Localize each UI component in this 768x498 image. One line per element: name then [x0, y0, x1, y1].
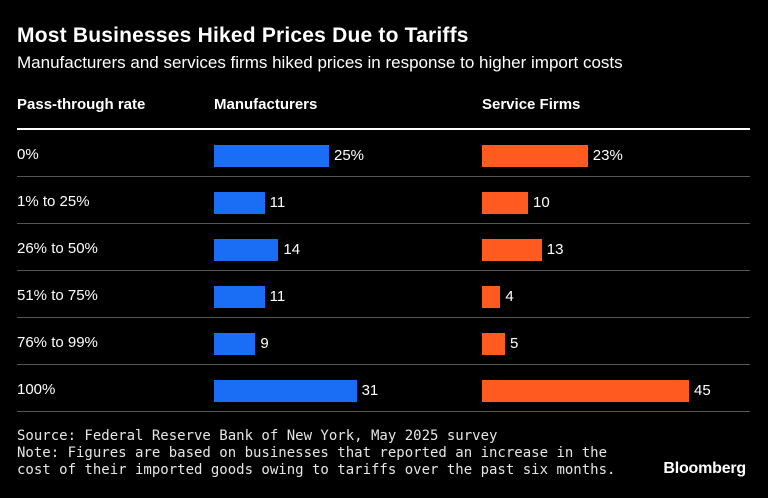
row-label: 26% to 50% [17, 240, 98, 257]
data-label-manufacturers: 11 [269, 288, 286, 305]
table-row: 1% to 25% 11 10 [0, 177, 768, 224]
row-label: 0% [17, 146, 39, 163]
data-label-service-firms: 10 [533, 194, 550, 211]
column-header-manufacturers: Manufacturers [214, 96, 318, 113]
table-row: 0% 25% 23% [0, 130, 768, 177]
row-label: 1% to 25% [17, 193, 90, 210]
data-label-manufacturers: 11 [269, 194, 286, 211]
data-label-manufacturers: 31 [361, 382, 379, 399]
bar-manufacturers [214, 286, 265, 308]
bar-manufacturers [214, 239, 279, 261]
row-divider [17, 176, 750, 177]
data-label-service-firms: 4 [505, 288, 514, 305]
chart-title: Most Businesses Hiked Prices Due to Tari… [17, 24, 469, 47]
row-divider [17, 270, 750, 271]
row-divider [17, 223, 750, 224]
table-row: 76% to 99% 9 5 [0, 318, 768, 365]
bar-service-firms [482, 286, 501, 308]
chart-footer: Source: Federal Reserve Bank of New York… [17, 428, 615, 479]
header-rule [17, 128, 750, 130]
bar-service-firms [482, 239, 542, 261]
data-label-service-firms: 23% [592, 147, 623, 164]
column-header-pass-through-rate: Pass-through rate [17, 96, 146, 113]
bar-service-firms [482, 192, 528, 214]
row-divider [17, 364, 750, 365]
bar-service-firms [482, 380, 689, 402]
row-divider [17, 317, 750, 318]
footnote-line-2: cost of their imported goods owing to ta… [17, 462, 616, 478]
column-header-service-firms: Service Firms [482, 96, 581, 113]
row-label: 100% [17, 381, 56, 398]
table-row: 26% to 50% 14 13 [0, 224, 768, 271]
table-row: 100% 31 45 [0, 365, 768, 412]
row-label: 51% to 75% [17, 287, 98, 304]
row-divider [17, 411, 750, 412]
bar-manufacturers [214, 333, 256, 355]
data-label-manufacturers: 14 [283, 241, 301, 258]
chart-subtitle: Manufacturers and services firms hiked p… [17, 53, 623, 72]
data-label-manufacturers: 9 [260, 335, 269, 352]
data-label-manufacturers: 25% [334, 147, 365, 164]
source-note: Source: Federal Reserve Bank of New York… [17, 428, 498, 444]
data-label-service-firms: 5 [510, 335, 519, 352]
bar-service-firms [482, 333, 505, 355]
bar-manufacturers [214, 380, 357, 402]
bar-manufacturers [214, 145, 329, 167]
data-label-service-firms: 13 [546, 241, 564, 258]
table-row: 51% to 75% 11 4 [0, 271, 768, 318]
data-label-service-firms: 45 [694, 382, 711, 399]
bar-service-firms [482, 145, 588, 167]
bloomberg-logo: Bloomberg [663, 460, 746, 477]
row-label: 76% to 99% [17, 334, 98, 351]
bar-manufacturers [214, 192, 265, 214]
footnote-line-1: Note: Figures are based on businesses th… [17, 445, 608, 461]
